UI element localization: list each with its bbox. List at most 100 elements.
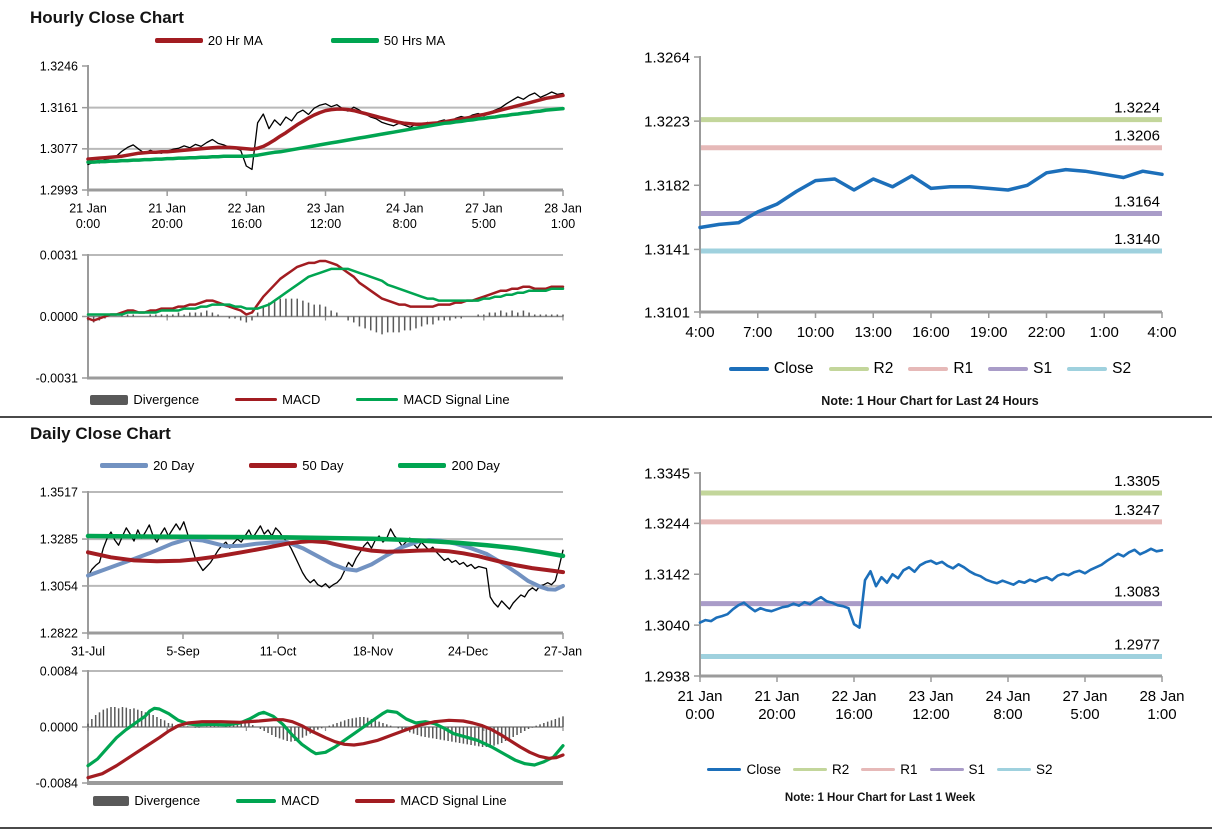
x-tick-label: 18-Nov <box>353 645 394 659</box>
divergence-bar <box>313 304 315 317</box>
divergence-bar <box>435 727 438 739</box>
legend-label: MACD Signal Line <box>403 392 510 407</box>
x-tick-label: 11-Oct <box>260 645 297 659</box>
divergence-bar <box>263 727 265 731</box>
x-tick-label: 24-Dec <box>448 645 488 659</box>
hourly_pivot-plot: 1.3264 1.3223 1.3182 1.3141 1.3101 4:00 7:00 10… <box>644 49 1176 341</box>
divergence-bar <box>239 316 242 321</box>
divergence-bar <box>516 727 518 735</box>
divergence-bar <box>114 707 116 727</box>
legend-swatch-macd-signal-line <box>355 798 396 803</box>
x-tick-label: 21 Jan <box>69 202 107 216</box>
legend-swatch-200-day <box>398 463 447 468</box>
divergence-bar <box>347 316 349 321</box>
legend-swatch-r1 <box>908 366 949 372</box>
divergence-bar <box>206 310 208 317</box>
x-tick-label: 24 Jan <box>985 688 1030 705</box>
daily_price-plot: 1.3517 1.3285 1.3054 1.2822 31-Jul 5-Sep 11-Oc… <box>40 485 582 659</box>
divergence-bar <box>133 708 135 727</box>
series-20-day <box>86 537 565 592</box>
divergence-bar <box>449 316 451 321</box>
divergence-bar <box>102 709 105 727</box>
legend-item-s1: S1 <box>929 762 985 777</box>
legend-label: Divergence <box>133 392 200 407</box>
divergence-bar <box>156 717 158 727</box>
divergence-bar <box>320 727 323 729</box>
divergence-bar <box>535 725 537 727</box>
divergence-bar <box>382 723 384 727</box>
divergence-bar <box>194 312 197 317</box>
hourly_macd-plot: 0.0031 0.0000 -0.0031 <box>36 248 565 385</box>
divergence-bar <box>426 316 429 325</box>
legend-label: Divergence <box>134 793 201 808</box>
hourly-macd-chart: 0.0031 0.0000 -0.0031 Divergence MACD MACD Si… <box>0 245 600 417</box>
divergence-bar <box>358 316 361 327</box>
divergence-bar <box>531 727 534 728</box>
divergence-bar <box>132 314 134 317</box>
divergence-bar <box>117 708 120 727</box>
divergence-bar <box>520 727 522 733</box>
divergence-bar <box>248 723 250 727</box>
divergence-bar <box>183 726 185 727</box>
y-tick-label: 1.3161 <box>40 101 78 115</box>
divergence-bar <box>110 707 112 727</box>
divergence-bar <box>364 316 366 329</box>
legend-label: S1 <box>1033 360 1053 377</box>
divergence-bar <box>271 727 273 735</box>
divergence-bar <box>148 713 151 727</box>
x-tick-label: 1:00 <box>1147 706 1176 723</box>
divergence-bar <box>274 727 277 737</box>
pivot-label-r1: 1.3206 <box>1114 128 1160 145</box>
divergence-bar <box>282 727 285 740</box>
divergence-bar <box>562 716 564 727</box>
legend-label: R1 <box>953 360 974 377</box>
divergence-bar <box>163 720 166 727</box>
divergence-bar <box>87 723 89 727</box>
divergence-bar <box>443 727 445 741</box>
legend-label: Close <box>773 360 814 377</box>
daily_price-legend: 20 Day 50 Day 200 Day <box>50 458 550 473</box>
hourly_price-legend: 20 Hr MA 50 Hrs MA <box>60 33 540 48</box>
legend-label: 50 Hrs MA <box>383 33 446 48</box>
x-tick-label: 21 Jan <box>754 688 799 705</box>
legend-label: R1 <box>900 762 918 777</box>
divergence-bar <box>278 727 281 739</box>
divergence-bar <box>213 725 216 727</box>
x-tick-label: 8:00 <box>392 217 416 231</box>
divergence-bar <box>317 727 319 730</box>
divergence-bar <box>189 312 191 317</box>
divergence-bar <box>447 727 449 741</box>
divergence-bar <box>209 725 212 727</box>
divergence-bar <box>485 727 488 747</box>
x-tick-label: 1:00 <box>551 217 575 231</box>
legend-swatch-r1 <box>861 767 896 772</box>
y-tick-label: -0.0031 <box>36 371 78 385</box>
divergence-bar <box>363 717 365 727</box>
divergence-bar <box>336 312 338 317</box>
divergence-bar <box>149 314 151 317</box>
y-tick-label: 1.3182 <box>644 178 690 195</box>
divergence-bar <box>522 310 525 317</box>
series-50-day <box>86 539 565 575</box>
divergence-bar <box>500 310 502 317</box>
divergence-bar <box>483 314 485 317</box>
series-20-hr-ma <box>86 93 565 161</box>
legend-item-200-day: 200 Day <box>398 458 500 473</box>
x-tick-label: 1:00 <box>1090 324 1119 341</box>
legend-item-divergence: Divergence <box>90 392 199 407</box>
legend-item-macd: MACD <box>235 392 320 407</box>
divergence-bar <box>285 298 287 317</box>
divergence-bar <box>527 727 530 729</box>
x-tick-label: 22 Jan <box>228 202 266 216</box>
x-tick-label: 31-Jul <box>71 645 105 659</box>
y-tick-label: 0.0084 <box>40 665 78 678</box>
divergence-bar <box>397 727 400 729</box>
legend-label: S2 <box>1112 360 1132 377</box>
legend-label: R2 <box>831 762 850 777</box>
divergence-bar <box>167 723 170 727</box>
divergence-bar <box>488 312 491 317</box>
legend-swatch-macd-signal-line <box>356 398 399 401</box>
divergence-bar <box>481 727 484 747</box>
divergence-bar <box>432 727 434 739</box>
